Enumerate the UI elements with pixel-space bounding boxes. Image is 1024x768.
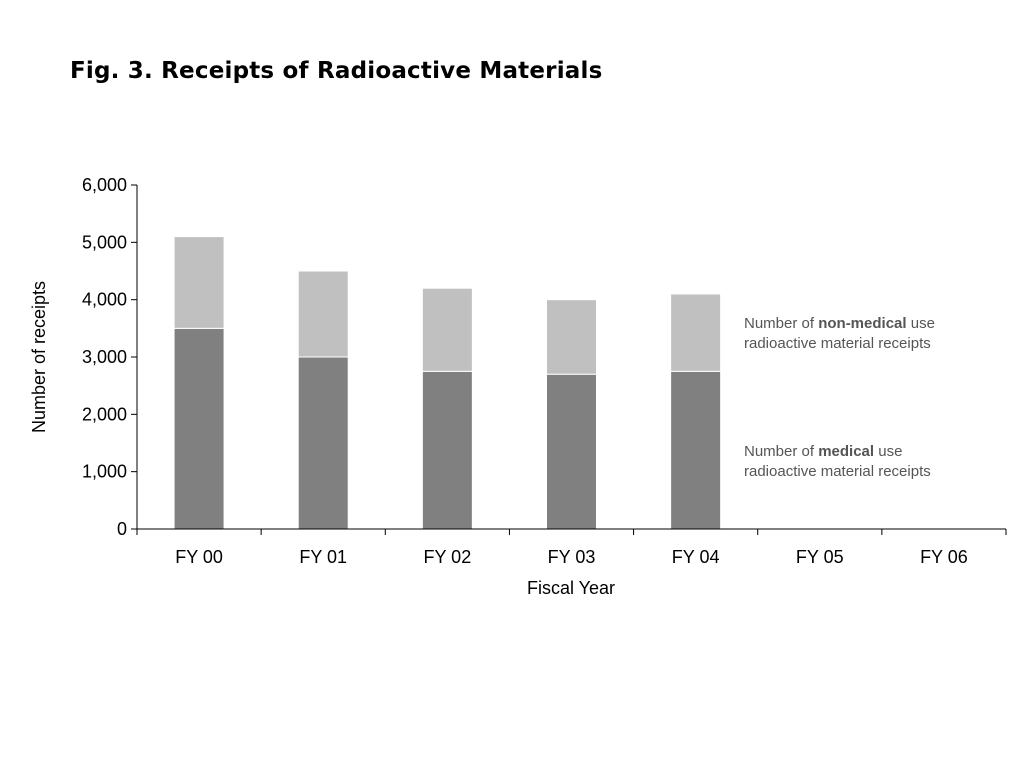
bars-group xyxy=(173,236,722,530)
x-tick-label: FY 06 xyxy=(920,547,968,567)
y-axis-title: Number of receipts xyxy=(29,281,49,433)
x-tick-label: FY 00 xyxy=(175,547,223,567)
y-tick-label: 4,000 xyxy=(82,290,127,310)
legend-medical: Number of medical use radioactive materi… xyxy=(744,443,931,480)
y-tick-label: 1,000 xyxy=(82,462,127,482)
bar-non-medical xyxy=(173,236,225,329)
bar-non-medical xyxy=(670,293,722,372)
x-ticks-group: FY 00 FY 01 FY 02 FY 03 FY 04 FY 05 FY 06 xyxy=(136,529,1007,567)
bar-medical xyxy=(546,373,597,530)
x-tick-label: FY 03 xyxy=(548,547,596,567)
bar-medical xyxy=(421,370,473,530)
y-tick-label: 0 xyxy=(117,519,127,539)
y-tick-label: 5,000 xyxy=(82,232,127,252)
x-tick-label: FY 02 xyxy=(424,547,472,567)
x-tick-label: FY 05 xyxy=(796,547,844,567)
y-tick-label: 3,000 xyxy=(82,347,127,367)
bar-medical xyxy=(297,356,349,530)
chart-title: Fig. 3. Receipts of Radioactive Material… xyxy=(70,58,603,84)
y-tick-label: 6,000 xyxy=(82,175,127,195)
x-tick-label: FY 04 xyxy=(672,547,720,567)
y-ticks-group: 0 1,000 2,000 3,000 4,000 5,000 6,000 xyxy=(82,175,137,539)
bar-medical xyxy=(173,327,225,530)
bar-non-medical xyxy=(546,299,597,375)
bar-medical xyxy=(670,370,722,530)
y-tick-label: 2,000 xyxy=(82,404,127,424)
bar-non-medical xyxy=(297,270,349,358)
x-tick-label: FY 01 xyxy=(299,547,347,567)
legend-non-medical: Number of non-medical use radioactive ma… xyxy=(744,315,935,352)
x-axis-title: Fiscal Year xyxy=(527,578,615,598)
bar-non-medical xyxy=(421,287,473,372)
